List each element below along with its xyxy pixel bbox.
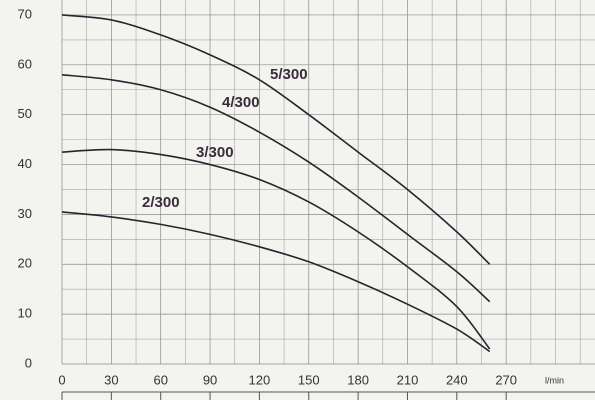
x-tick-label: 240 bbox=[446, 372, 468, 387]
x-tick-label: 30 bbox=[104, 372, 118, 387]
y-tick-label: 60 bbox=[18, 56, 32, 71]
series-label: 2/300 bbox=[142, 194, 180, 211]
curve bbox=[61, 14, 491, 265]
x-tick-label: 150 bbox=[298, 372, 320, 387]
series-label: 3/300 bbox=[196, 144, 234, 161]
x-tick-label: 120 bbox=[249, 372, 271, 387]
y-tick-label: 10 bbox=[18, 306, 32, 321]
y-tick-label: 40 bbox=[18, 156, 32, 171]
x-tick-label: 180 bbox=[347, 372, 369, 387]
curve bbox=[61, 148, 491, 350]
y-tick-label: 70 bbox=[18, 6, 32, 21]
y-tick-label: 30 bbox=[18, 206, 32, 221]
curve bbox=[61, 211, 491, 353]
x-tick-label: 270 bbox=[495, 372, 517, 387]
x-tick-label: 90 bbox=[203, 372, 217, 387]
x-axis-label: l/min bbox=[545, 375, 564, 385]
x-tick-label: 210 bbox=[397, 372, 419, 387]
series-label: 4/300 bbox=[222, 94, 260, 111]
x-tick-label: 60 bbox=[153, 372, 167, 387]
x-tick-label: 0 bbox=[58, 372, 65, 387]
y-tick-label: 0 bbox=[25, 355, 32, 370]
curve bbox=[61, 73, 491, 303]
y-tick-label: 50 bbox=[18, 106, 32, 121]
series-label: 5/300 bbox=[270, 66, 308, 83]
y-tick-label: 20 bbox=[18, 256, 32, 271]
